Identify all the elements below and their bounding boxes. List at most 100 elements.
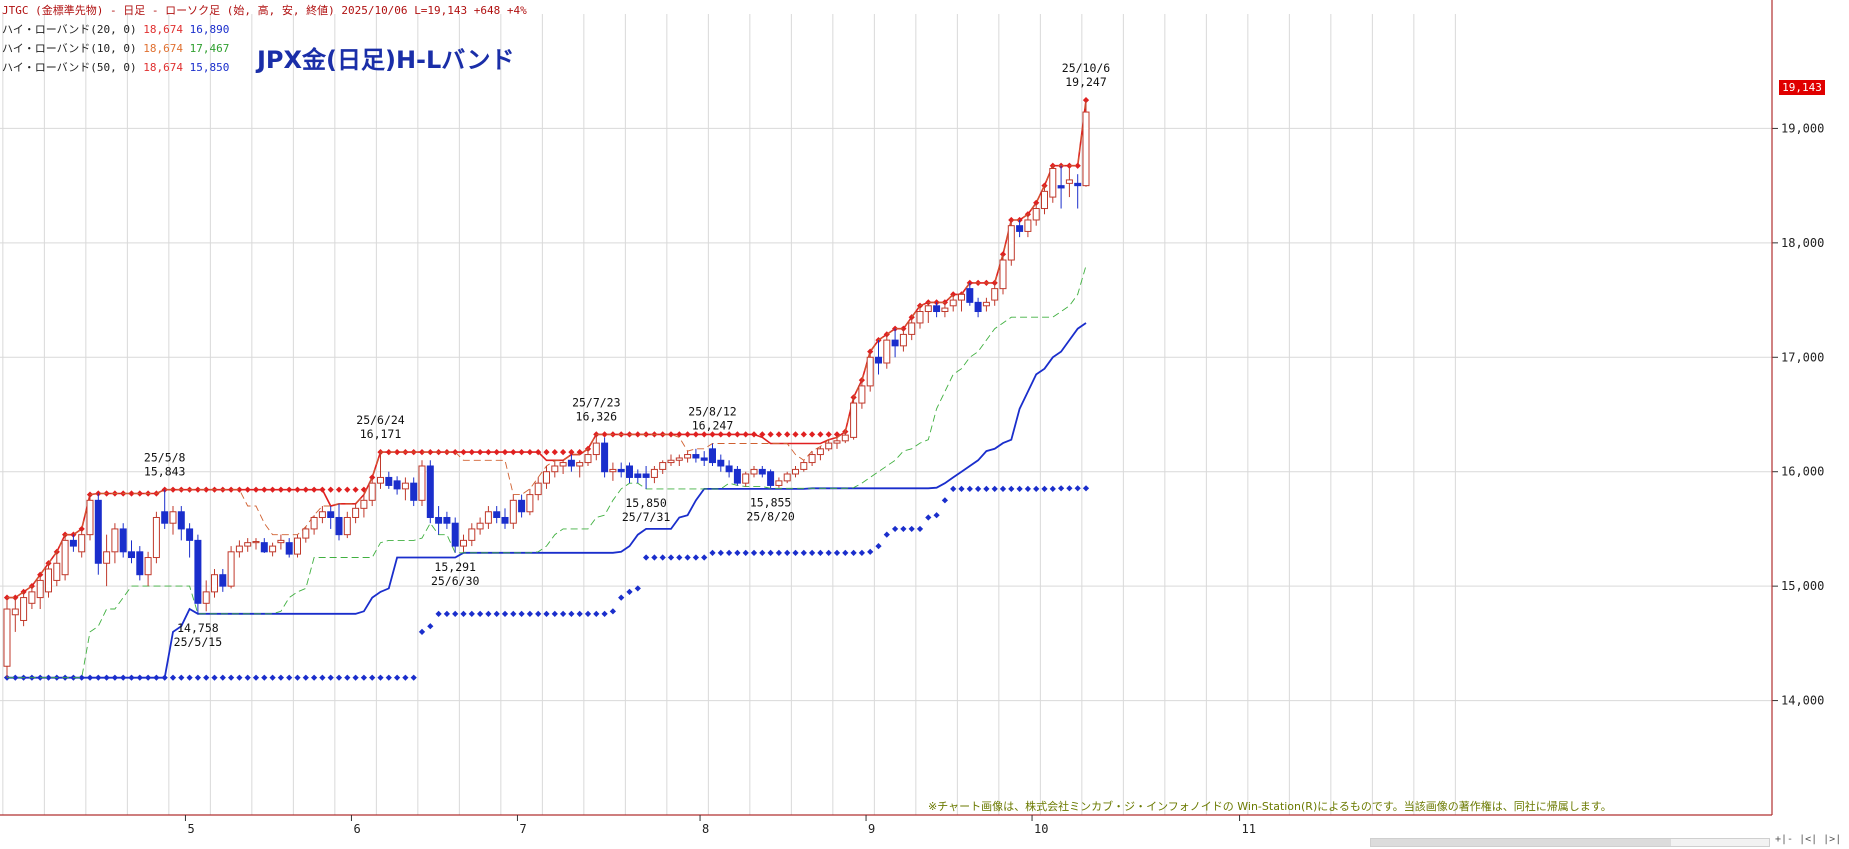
candle-up: [526, 494, 534, 513]
candle-down: [493, 511, 501, 518]
candle-down: [260, 542, 268, 553]
candle-up: [816, 448, 824, 456]
scroll-thumb[interactable]: [1371, 839, 1671, 846]
candle-up: [991, 288, 999, 301]
candle-up: [277, 539, 285, 544]
band50-low-dot: [925, 514, 932, 521]
candle-down: [617, 468, 625, 473]
band50-low-dot: [676, 554, 683, 561]
candle-up: [20, 597, 28, 621]
band50-low-dot: [825, 549, 832, 556]
candle-up: [659, 462, 667, 470]
candle-up: [584, 454, 592, 464]
band50-low-dot: [867, 548, 874, 555]
band50-low-dot: [908, 525, 915, 533]
candle-up: [343, 516, 351, 536]
band50-low-dot: [435, 610, 442, 617]
band50-low-dot: [559, 610, 567, 617]
band50-low-dot: [941, 497, 949, 504]
annotation-value: 15,855: [750, 495, 792, 509]
annotation-value: 15,843: [144, 465, 186, 479]
candle-up: [235, 545, 243, 553]
band10-low-line: [7, 265, 1087, 679]
band50-low-dot: [302, 674, 309, 681]
zoom-buttons[interactable]: +|- |<| |>| |+: [1775, 834, 1849, 845]
band50-low-dot: [891, 525, 899, 533]
band50-low-dot: [966, 485, 973, 492]
annotation-date: 25/7/23: [572, 395, 621, 409]
last-price-tag: 19,143: [1779, 80, 1825, 95]
candle-up: [1082, 111, 1090, 187]
candle-down: [642, 473, 650, 478]
candle-down: [733, 468, 741, 484]
band50-low-dot: [203, 674, 210, 681]
candle-down: [194, 539, 202, 604]
annotation-value: 16,171: [360, 427, 402, 441]
candle-down: [161, 511, 169, 524]
candle-down: [875, 356, 882, 364]
candle-up: [750, 468, 758, 475]
candle-down: [443, 516, 451, 524]
band50-low-dot: [402, 674, 409, 681]
candle-down: [177, 511, 185, 530]
band50-low-dot: [784, 549, 791, 556]
y-tick-label: 18,000: [1781, 236, 1824, 250]
band50-low-dot: [418, 628, 426, 636]
band50-low-dot: [875, 542, 882, 550]
band50-low-dot: [792, 549, 799, 556]
band50-low-dot: [1008, 485, 1015, 492]
band50-low-dot: [1057, 485, 1065, 492]
band50-low-dot: [933, 512, 940, 519]
chart-axes: 14,000 15,000 16,000 17,000 18,000 19,000 5 6 7 8…: [0, 0, 1824, 836]
band50-low-dot: [252, 674, 260, 681]
band50-low-dot: [850, 549, 857, 556]
band50-low-dot: [211, 674, 218, 681]
band50-low-dot: [385, 674, 392, 681]
horizontal-scrollbar[interactable]: [1370, 838, 1770, 847]
band50-low-dot: [327, 674, 334, 681]
candle-up: [111, 528, 119, 553]
band50-high-dot: [335, 486, 343, 493]
candle-up: [318, 511, 326, 518]
band50-low-dot: [950, 485, 957, 492]
candle-down: [385, 476, 393, 486]
candle-down: [128, 551, 135, 559]
band50-low-dot: [551, 610, 558, 617]
candle-down: [285, 542, 293, 555]
candle-down: [891, 339, 899, 347]
candle-down: [119, 528, 127, 553]
chart-legend: JTGC (金標準先物) - 日足 - ローソク足 (始, 高, 安, 終値) …: [2, 1, 527, 77]
candle-up: [1007, 225, 1015, 261]
annotation-value: 15,850: [625, 496, 667, 510]
legend-label: ハイ・ローバンド(10, 0): [2, 42, 137, 55]
band50-low-dot: [750, 549, 758, 556]
band50-high-dot: [800, 431, 807, 438]
candle-up: [1065, 179, 1073, 184]
x-month-label: 7: [519, 822, 526, 836]
candle-up: [294, 537, 301, 555]
candle-down: [692, 454, 700, 459]
legend-band-50: ハイ・ローバンド(50, 0) 18,674 15,850: [2, 58, 527, 77]
candle-up: [941, 307, 949, 313]
x-month-label: 9: [868, 822, 875, 836]
band50-low-dot: [717, 549, 724, 556]
legend-band-20: ハイ・ローバンド(20, 0) 18,674 16,890: [2, 20, 527, 39]
candle-down: [393, 480, 401, 490]
band50-low-dot: [692, 554, 700, 561]
candle-down: [69, 539, 77, 547]
candle-up: [468, 528, 476, 541]
band50-low-dot: [393, 674, 401, 681]
band50-low-dot: [219, 674, 226, 681]
candle-up: [86, 499, 94, 536]
candle-up: [742, 473, 750, 484]
band50-high-dot: [775, 431, 783, 438]
band50-low-dot: [701, 554, 708, 561]
legend-header: JTGC (金標準先物) - 日足 - ローソク足 (始, 高, 安, 終値) …: [2, 1, 527, 20]
chart-grid: [0, 14, 1772, 815]
band50-low-dot: [958, 485, 965, 492]
candle-up: [152, 516, 160, 559]
band50-low-dot: [236, 674, 243, 681]
annotation-date: 25/8/12: [688, 404, 736, 418]
